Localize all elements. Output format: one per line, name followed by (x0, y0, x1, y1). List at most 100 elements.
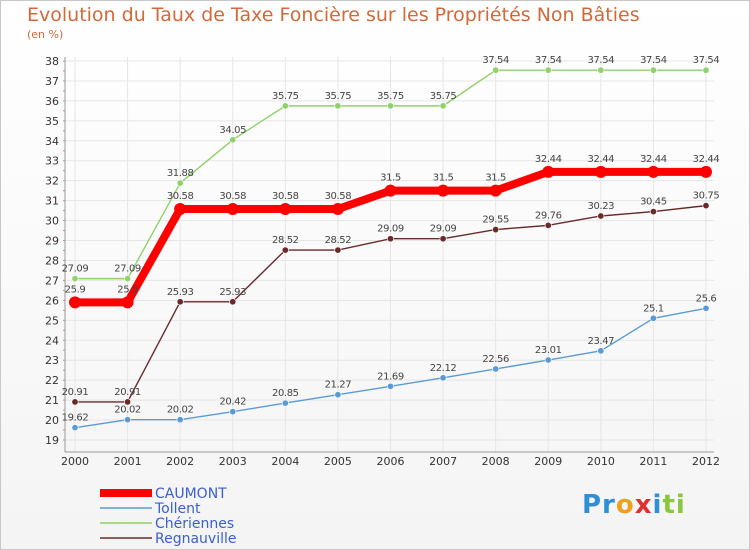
legend-label-tollent: Tollent (154, 501, 201, 517)
y-tick-label: 36 (45, 95, 59, 108)
data-label-regnauville: 30.23 (588, 201, 615, 212)
data-point-caumont (69, 296, 81, 309)
data-point-tollent (544, 356, 552, 364)
data-label-regnauville: 28.52 (272, 235, 299, 246)
data-point-tollent (386, 382, 394, 390)
y-tick-label: 23 (45, 354, 59, 367)
data-point-caumont (700, 165, 712, 178)
x-tick-label: 2000 (61, 455, 89, 468)
y-tick-label: 38 (45, 55, 59, 68)
legend-label-caumont: CAUMONT (155, 486, 227, 502)
x-tick-label: 2007 (429, 455, 457, 468)
data-label-caumont: 31.5 (485, 173, 506, 184)
data-label-regnauville: 20.91 (114, 387, 141, 398)
data-point-cheriennes (439, 102, 447, 110)
data-point-caumont (226, 203, 239, 216)
data-label-caumont: 30.58 (272, 191, 299, 202)
data-point-caumont (121, 296, 134, 309)
data-point-tollent (176, 416, 184, 424)
x-tick-label: 2006 (377, 455, 405, 468)
y-tick-label: 37 (45, 75, 59, 88)
data-label-regnauville: 29.09 (377, 224, 404, 235)
data-label-cheriennes: 35.75 (325, 91, 352, 102)
y-tick-label: 29 (45, 235, 59, 248)
logo-letter: x (634, 490, 653, 520)
data-point-caumont (174, 203, 187, 216)
data-label-caumont: 30.58 (167, 191, 194, 202)
data-point-cheriennes (597, 66, 605, 74)
data-point-tollent (281, 399, 289, 407)
y-tick-label: 24 (45, 334, 59, 347)
data-label-cheriennes: 27.09 (114, 264, 141, 275)
data-label-tollent: 23.01 (535, 345, 562, 356)
data-point-tollent (439, 374, 447, 382)
data-label-tollent: 20.85 (272, 388, 299, 399)
logo-letter: i (652, 490, 663, 520)
x-tick-label: 2012 (692, 455, 720, 468)
data-label-cheriennes: 37.54 (482, 55, 509, 66)
data-label-caumont: 25.9 (65, 284, 86, 295)
data-label-cheriennes: 31.88 (167, 168, 194, 179)
data-label-regnauville: 20.91 (62, 387, 89, 398)
y-tick-label: 25 (45, 314, 59, 327)
data-point-tollent (229, 408, 237, 416)
data-point-regnauville (281, 246, 289, 254)
data-label-cheriennes: 27.09 (62, 264, 89, 275)
data-point-regnauville (386, 235, 394, 243)
data-point-regnauville (702, 202, 710, 210)
data-point-tollent (124, 416, 132, 424)
data-label-tollent: 25.6 (696, 293, 717, 304)
proxiti-logo: Proxiti (582, 490, 686, 520)
x-tick-label: 2005 (324, 455, 352, 468)
data-point-regnauville (229, 298, 237, 306)
data-point-tollent (702, 304, 710, 312)
data-label-caumont: 32.44 (588, 154, 615, 165)
data-point-caumont (331, 203, 344, 216)
data-point-regnauville (492, 226, 500, 234)
data-label-regnauville: 25.93 (167, 287, 194, 298)
chart-subtitle: (en %) (27, 28, 64, 41)
data-label-tollent: 25.1 (643, 303, 664, 314)
data-point-regnauville (544, 221, 552, 229)
data-point-caumont (437, 184, 450, 197)
y-tick-label: 35 (45, 115, 59, 128)
x-tick-label: 2008 (482, 455, 510, 468)
data-label-caumont: 31.5 (380, 173, 401, 184)
legend-label-regnauville: Regnauville (155, 531, 237, 547)
logo-letter: o (615, 490, 635, 520)
data-label-caumont: 32.44 (640, 154, 667, 165)
data-label-regnauville: 30.75 (693, 191, 720, 202)
data-point-caumont (647, 165, 660, 178)
y-tick-label: 22 (45, 374, 59, 387)
data-label-caumont: 30.58 (325, 191, 352, 202)
data-label-tollent: 22.56 (482, 354, 509, 365)
data-label-regnauville: 30.45 (640, 197, 667, 208)
data-point-cheriennes (176, 179, 184, 187)
data-label-caumont: 32.44 (693, 154, 720, 165)
y-tick-label: 19 (45, 434, 59, 447)
y-tick-label: 27 (45, 274, 59, 287)
y-tick-label: 21 (45, 394, 59, 407)
x-tick-label: 2003 (219, 455, 247, 468)
y-tick-label: 34 (45, 135, 59, 148)
data-point-regnauville (334, 246, 342, 254)
data-label-cheriennes: 37.54 (535, 55, 562, 66)
data-label-tollent: 19.62 (62, 413, 89, 424)
data-label-cheriennes: 37.54 (640, 55, 667, 66)
data-label-tollent: 22.12 (430, 363, 457, 374)
data-point-regnauville (124, 398, 132, 406)
data-label-cheriennes: 37.54 (693, 55, 720, 66)
x-tick-label: 2004 (271, 455, 299, 468)
data-point-cheriennes (702, 66, 710, 74)
data-label-regnauville: 28.52 (325, 235, 352, 246)
chart-title: Evolution du Taux de Taxe Foncière sur l… (27, 4, 640, 26)
x-tick-label: 2001 (114, 455, 142, 468)
logo-letter: i (675, 490, 686, 520)
data-label-regnauville: 29.09 (430, 224, 457, 235)
data-point-cheriennes (124, 275, 132, 283)
y-tick-label: 28 (45, 254, 59, 267)
y-tick-label: 33 (45, 155, 59, 168)
data-label-tollent: 20.02 (167, 405, 194, 416)
data-label-tollent: 21.27 (325, 380, 352, 391)
